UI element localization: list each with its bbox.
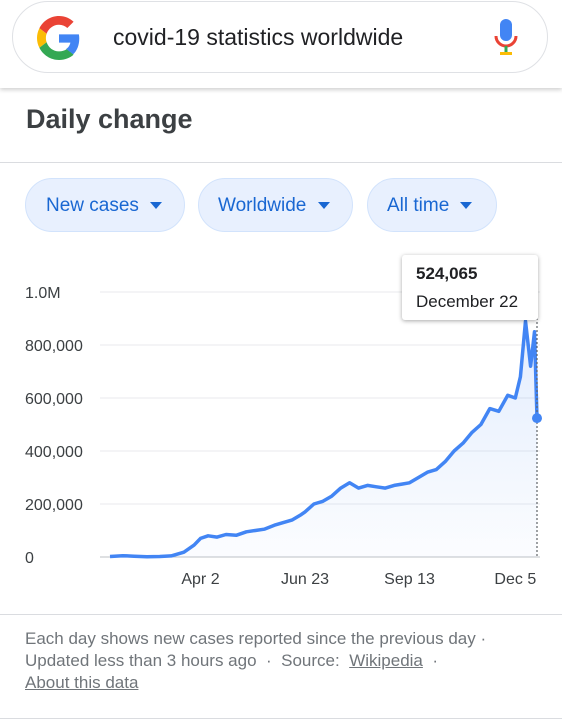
hover-point (532, 413, 542, 424)
y-tick-label: 200,000 (25, 497, 83, 514)
microphone-icon[interactable] (493, 18, 519, 58)
tooltip-date: December 22 (416, 292, 519, 311)
x-tick-label: Dec 5 (494, 571, 536, 588)
divider (0, 614, 562, 615)
y-tick-label: 800,000 (25, 338, 83, 355)
search-header: covid-19 statistics worldwide (0, 0, 562, 88)
region-dropdown-label: Worldwide (218, 195, 307, 216)
divider (0, 718, 562, 719)
y-tick-label: 400,000 (25, 444, 83, 461)
separator: · (266, 651, 272, 670)
series-line (109, 319, 539, 559)
footer-about: About this data (25, 673, 138, 693)
tooltip-value: 524,065 (416, 264, 478, 283)
y-tick-label: 0 (25, 550, 34, 567)
daily-cases-chart[interactable]: 0 200,000 400,000 600,000 800,000 1.0M Apr 2 J… (0, 250, 562, 600)
source-label: Source: (281, 651, 340, 670)
chevron-down-icon (460, 202, 472, 209)
separator: · (432, 651, 439, 670)
y-axis: 0 200,000 400,000 600,000 800,000 1.0M (25, 285, 83, 567)
about-data-link[interactable]: About this data (25, 673, 139, 692)
range-dropdown[interactable]: All time (367, 178, 497, 232)
y-tick-label: 600,000 (25, 391, 83, 408)
search-box[interactable]: covid-19 statistics worldwide (12, 1, 548, 73)
x-axis: Apr 2 Jun 23 Sep 13 Dec 5 (181, 571, 536, 588)
metric-dropdown-label: New cases (46, 195, 139, 216)
footer-note: Each day shows new cases reported since … (25, 629, 487, 648)
chevron-down-icon (150, 202, 162, 209)
source-link[interactable]: Wikipedia (349, 651, 423, 670)
chevron-down-icon (318, 202, 330, 209)
search-input[interactable]: covid-19 statistics worldwide (113, 24, 404, 50)
chart-tooltip: 524,065 December 22 (402, 255, 538, 320)
x-tick-label: Sep 13 (384, 571, 435, 588)
footer-meta: Updated less than 3 hours ago · Source: … (25, 651, 438, 671)
panel-title: Daily change (26, 104, 193, 134)
x-tick-label: Apr 2 (181, 571, 219, 588)
divider (0, 162, 562, 163)
region-dropdown[interactable]: Worldwide (198, 178, 353, 232)
y-tick-label: 1.0M (25, 285, 61, 302)
metric-dropdown[interactable]: New cases (25, 178, 185, 232)
chart-area-fill (110, 321, 537, 557)
range-dropdown-label: All time (387, 195, 450, 216)
x-tick-label: Jun 23 (281, 571, 329, 588)
updated-text: Updated less than 3 hours ago (25, 651, 257, 670)
google-logo-icon (37, 16, 80, 60)
